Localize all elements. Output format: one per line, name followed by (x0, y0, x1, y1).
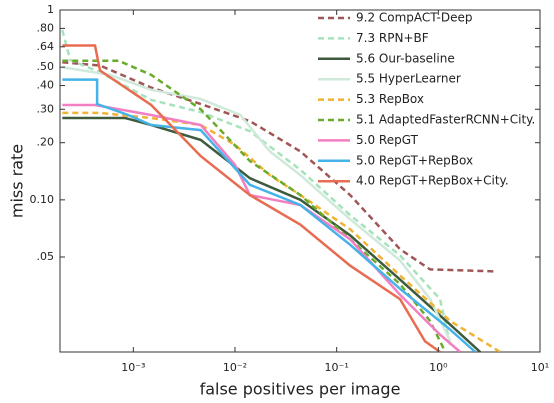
x-tick-label: 10⁰ (429, 361, 448, 374)
legend-label: 5.3 RepBox (356, 92, 424, 106)
y-axis-title: miss rate (8, 144, 27, 218)
y-tick-label: 0.10 (30, 193, 55, 206)
series-line (62, 65, 452, 342)
legend-label: 9.2 CompACT-Deep (356, 11, 472, 25)
x-tick-label: 10⁻² (223, 361, 247, 374)
y-tick-label: .20 (37, 136, 55, 149)
x-axis-title: false positives per image (200, 380, 401, 399)
y-tick-label: .05 (37, 250, 55, 263)
legend-label: 5.5 HyperLearner (356, 72, 461, 86)
legend-label: 5.0 RepGT+RepBox (356, 153, 473, 167)
series-line (62, 116, 482, 352)
legend-label: 5.1 AdaptedFasterRCNN+City. (356, 113, 535, 127)
plot-frame (59, 9, 541, 353)
series-line (61, 29, 452, 347)
x-tick-label: 10⁻¹ (325, 361, 349, 374)
legend-label: 4.0 RepGT+RepBox+City. (356, 174, 509, 188)
legend-label: 5.6 Our-baseline (356, 51, 455, 65)
legend: 9.2 CompACT-Deep 7.3 RPN+BF 5.6 Our-baseli… (318, 11, 535, 188)
legend-label: 5.0 RepGT (356, 133, 419, 147)
series-line (62, 44, 441, 352)
plot-lines (61, 29, 501, 352)
series-line (62, 78, 477, 352)
y-tick-label: .50 (37, 60, 55, 73)
legend-label: 7.3 RPN+BF (356, 31, 429, 45)
y-tick-label: .80 (37, 21, 55, 34)
series-line (62, 61, 495, 273)
y-tick-label: .40 (37, 79, 55, 92)
x-tick-label: 10¹ (531, 361, 549, 374)
y-tick-label: .64 (37, 40, 55, 53)
y-tick-label: .30 (37, 102, 55, 115)
y-tick-label: 1 (47, 3, 54, 16)
x-tick-label: 10⁻³ (121, 361, 145, 374)
